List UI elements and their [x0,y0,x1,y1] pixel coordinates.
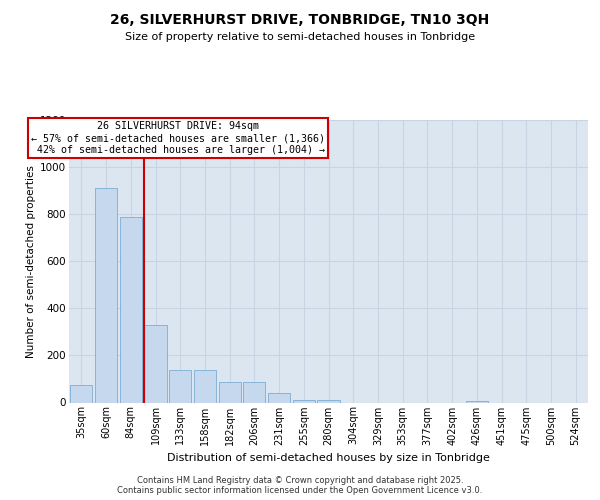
Bar [218,382,241,402]
Bar [119,216,142,402]
Bar [293,400,315,402]
Text: Size of property relative to semi-detached houses in Tonbridge: Size of property relative to semi-detach… [125,32,475,42]
Bar [169,370,191,402]
Bar [194,370,216,402]
X-axis label: Distribution of semi-detached houses by size in Tonbridge: Distribution of semi-detached houses by … [167,453,490,463]
Y-axis label: Number of semi-detached properties: Number of semi-detached properties [26,165,36,358]
Bar [317,400,340,402]
Bar [95,188,117,402]
Text: 26 SILVERHURST DRIVE: 94sqm  
← 57% of semi-detached houses are smaller (1,366)
: 26 SILVERHURST DRIVE: 94sqm ← 57% of sem… [31,122,325,154]
Text: 26, SILVERHURST DRIVE, TONBRIDGE, TN10 3QH: 26, SILVERHURST DRIVE, TONBRIDGE, TN10 3… [110,12,490,26]
Bar [70,385,92,402]
Text: Contains HM Land Registry data © Crown copyright and database right 2025.
Contai: Contains HM Land Registry data © Crown c… [118,476,482,495]
Bar [145,325,167,402]
Bar [243,382,265,402]
Bar [268,393,290,402]
